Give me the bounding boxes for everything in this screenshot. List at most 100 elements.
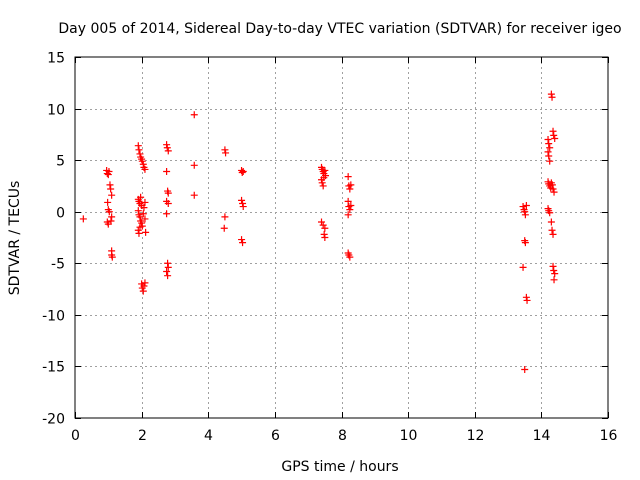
y-tick-label: -5 bbox=[51, 257, 65, 273]
data-point-marker bbox=[238, 196, 246, 204]
data-point-marker bbox=[164, 147, 172, 155]
data-point-marker bbox=[190, 161, 198, 169]
data-point-marker bbox=[319, 221, 327, 229]
data-point-marker bbox=[547, 218, 555, 226]
x-tick-label: 6 bbox=[271, 428, 280, 444]
plot-frame bbox=[74, 56, 609, 419]
data-point-marker bbox=[548, 93, 556, 101]
data-point-marker bbox=[164, 272, 172, 280]
data-point-marker bbox=[140, 282, 148, 290]
y-axis-label: SDTVAR / TECUs bbox=[7, 181, 23, 296]
data-point-marker bbox=[239, 199, 247, 207]
data-point-marker bbox=[105, 208, 113, 216]
data-point-marker bbox=[521, 208, 529, 216]
data-point-marker bbox=[221, 146, 229, 154]
data-point-marker bbox=[136, 150, 144, 158]
x-tick-label: 16 bbox=[600, 428, 618, 444]
data-point-marker bbox=[318, 179, 326, 187]
y-tick-labels: -20 -15 -10 -5 0 5 10 15 bbox=[42, 51, 65, 428]
data-point-marker bbox=[164, 189, 172, 197]
data-point-marker bbox=[549, 262, 557, 270]
x-tick-label: 10 bbox=[400, 428, 418, 444]
chart-title: Day 005 of 2014, Sidereal Day-to-day VTE… bbox=[58, 21, 621, 37]
data-point-marker bbox=[190, 191, 198, 199]
data-point-marker bbox=[522, 202, 530, 210]
data-point-marker bbox=[190, 111, 198, 119]
data-point-marker bbox=[137, 193, 145, 201]
data-point-marker bbox=[164, 199, 172, 207]
data-point-marker bbox=[551, 134, 559, 142]
data-point-marker bbox=[220, 224, 228, 232]
data-point-marker bbox=[136, 213, 144, 221]
data-point-marker bbox=[106, 181, 114, 189]
data-point-marker bbox=[550, 267, 558, 275]
data-point-marker bbox=[108, 253, 116, 261]
data-point-marker bbox=[163, 167, 171, 175]
data-point-marker bbox=[549, 230, 557, 238]
y-tick-label: 10 bbox=[47, 103, 65, 119]
data-point-marker bbox=[141, 198, 149, 206]
data-point-marker bbox=[239, 203, 247, 211]
data-point-marker bbox=[134, 142, 142, 150]
data-point-marker bbox=[519, 263, 527, 271]
data-point-marker bbox=[545, 152, 553, 160]
data-point-marker bbox=[104, 198, 112, 206]
grid-lines bbox=[75, 57, 608, 418]
data-point-marker bbox=[545, 140, 553, 148]
data-point-marker bbox=[239, 239, 247, 247]
data-point-marker bbox=[108, 213, 116, 221]
y-tick-label: -20 bbox=[42, 412, 65, 428]
data-point-marker bbox=[347, 181, 355, 189]
y-tick-label: 15 bbox=[47, 51, 65, 67]
data-point-marker bbox=[139, 287, 147, 295]
data-point-marker bbox=[136, 223, 144, 231]
data-point-marker bbox=[521, 366, 529, 374]
data-point-marker bbox=[320, 230, 328, 238]
data-point-marker bbox=[164, 263, 172, 271]
data-point-marker bbox=[519, 203, 527, 211]
data-point-marker bbox=[346, 253, 354, 261]
data-point-marker bbox=[320, 174, 328, 182]
data-point-marker bbox=[544, 148, 552, 156]
data-point-marker bbox=[521, 239, 529, 247]
data-point-marker bbox=[142, 228, 150, 236]
data-point-marker bbox=[139, 210, 147, 218]
data-point-marker bbox=[134, 207, 142, 215]
data-point-marker bbox=[549, 127, 557, 135]
x-tick-label: 0 bbox=[71, 428, 80, 444]
data-point-marker bbox=[238, 169, 246, 177]
axis-ticks bbox=[75, 57, 609, 419]
data-point-marker bbox=[134, 226, 142, 234]
data-point-marker bbox=[108, 191, 116, 199]
x-axis-label: GPS time / hours bbox=[281, 459, 398, 475]
data-point-marker bbox=[103, 218, 111, 226]
data-point-marker bbox=[141, 165, 149, 173]
data-point-marker bbox=[551, 270, 559, 278]
data-point-marker bbox=[163, 141, 171, 149]
x-tick-label: 14 bbox=[533, 428, 551, 444]
data-point-marker bbox=[135, 229, 143, 237]
data-point-marker bbox=[321, 166, 329, 174]
data-point-marker bbox=[523, 296, 531, 304]
data-point-marker bbox=[546, 144, 554, 152]
data-point-marker bbox=[138, 157, 146, 165]
data-point-marker bbox=[163, 144, 171, 152]
data-point-marker bbox=[550, 188, 558, 196]
data-point-marker bbox=[319, 182, 327, 190]
data-point-marker bbox=[550, 131, 558, 139]
data-point-marker bbox=[321, 234, 329, 241]
data-point-marker bbox=[139, 160, 147, 168]
data-point-marker bbox=[135, 146, 143, 154]
data-point-marker bbox=[221, 213, 229, 221]
data-point-marker bbox=[346, 206, 354, 214]
data-point-marker bbox=[163, 210, 171, 218]
data-point-marker bbox=[521, 211, 529, 219]
data-point-marker bbox=[105, 167, 113, 175]
data-point-marker bbox=[164, 259, 172, 267]
data-point-marker bbox=[239, 167, 247, 175]
data-points bbox=[79, 90, 559, 374]
data-point-marker bbox=[546, 157, 554, 165]
data-point-marker bbox=[544, 136, 552, 144]
data-point-marker bbox=[138, 219, 146, 227]
